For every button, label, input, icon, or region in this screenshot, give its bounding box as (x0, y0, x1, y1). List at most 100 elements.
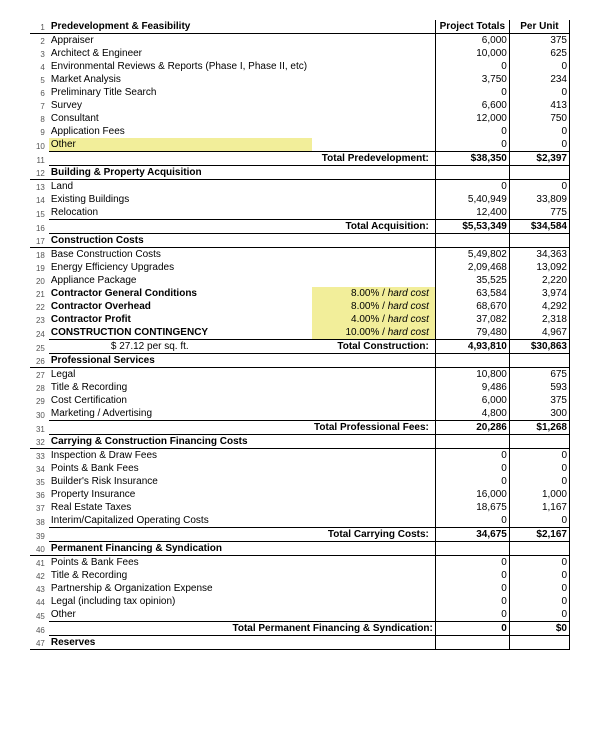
row-label: Consultant (51, 113, 99, 124)
project-total: 0 (501, 623, 507, 634)
row-label: Preliminary Title Search (51, 87, 157, 98)
table-row: 21Contractor General Conditions8.00% / h… (30, 287, 570, 300)
table-row: 1Predevelopment & FeasibilityProject Tot… (30, 20, 570, 34)
project-total: 12,000 (476, 113, 507, 124)
project-total: $38,350 (471, 153, 507, 164)
per-unit: $2,397 (536, 153, 567, 164)
row-number: 21 (36, 290, 45, 299)
table-row: 42Title & Recording00 (30, 569, 570, 582)
row-note: 10.00% / hard cost (345, 327, 428, 338)
per-unit: 593 (550, 382, 567, 393)
row-number: 14 (36, 196, 45, 205)
table-row: 7Survey6,600413 (30, 99, 570, 112)
row-number: 41 (36, 559, 45, 568)
project-total: 20,286 (476, 422, 507, 433)
per-unit: 4,967 (542, 327, 567, 338)
per-unit: 0 (561, 557, 567, 568)
per-unit: 750 (550, 113, 567, 124)
row-label: Professional Services (51, 355, 155, 366)
row-number: 15 (36, 210, 45, 219)
table-row: 45Other00 (30, 608, 570, 622)
row-note: Total Carrying Costs: (328, 529, 429, 540)
per-unit: 34,363 (536, 249, 567, 260)
table-row: 25$ 27.12 per sq. ft.Total Construction:… (30, 340, 570, 354)
row-sublabel: $ 27.12 per sq. ft. (51, 341, 189, 352)
row-number: 46 (36, 626, 45, 635)
table-row: 22Contractor Overhead8.00% / hard cost68… (30, 300, 570, 313)
table-row: 16Total Acquisition:$5,53,349$34,584 (30, 220, 570, 234)
per-unit: 0 (561, 583, 567, 594)
row-label: Appraiser (51, 35, 94, 46)
row-label: Contractor General Conditions (51, 288, 197, 299)
per-unit: 675 (550, 369, 567, 380)
row-note: Total Permanent Financing & Syndication: (232, 623, 432, 634)
row-number: 37 (36, 504, 45, 513)
table-row: 4Environmental Reviews & Reports (Phase … (30, 60, 570, 73)
row-label: Permanent Financing & Syndication (51, 543, 222, 554)
row-number: 44 (36, 598, 45, 607)
project-total: 0 (501, 139, 507, 150)
row-label: Building & Property Acquisition (51, 167, 202, 178)
row-number: 24 (36, 330, 45, 339)
per-unit: 775 (550, 207, 567, 218)
table-row: 3Architect & Engineer10,000625 (30, 47, 570, 60)
row-label: Property Insurance (51, 489, 136, 500)
project-total: 0 (501, 570, 507, 581)
table-row: 46 Total Permanent Financing & Syndicatio… (30, 622, 570, 636)
row-label: CONSTRUCTION CONTINGENCY (51, 327, 208, 338)
table-row: 32Carrying & Construction Financing Cost… (30, 435, 570, 449)
row-number: 9 (40, 128, 44, 137)
row-note: Total Construction: (337, 341, 428, 352)
row-number: 17 (36, 237, 45, 246)
project-total: 6,600 (482, 100, 507, 111)
row-label: Base Construction Costs (51, 249, 161, 260)
row-note: 8.00% / hard cost (351, 301, 429, 312)
per-unit: 0 (561, 61, 567, 72)
row-note: Total Predevelopment: (322, 153, 429, 164)
project-total: 0 (501, 596, 507, 607)
per-unit: 13,092 (536, 262, 567, 273)
per-unit: 1,000 (542, 489, 567, 500)
project-total: 12,400 (476, 207, 507, 218)
row-label: Environmental Reviews & Reports (Phase I… (51, 61, 307, 72)
project-total: 0 (501, 476, 507, 487)
per-unit: 1,167 (542, 502, 567, 513)
table-row: 18Base Construction Costs5,49,80234,363 (30, 248, 570, 262)
table-row: 9Application Fees00 (30, 125, 570, 138)
table-row: 27Legal10,800675 (30, 368, 570, 382)
per-unit: 0 (561, 450, 567, 461)
project-total: 0 (501, 583, 507, 594)
table-row: 35Builder's Risk Insurance00 (30, 475, 570, 488)
row-number: 34 (36, 465, 45, 474)
per-unit: 2,220 (542, 275, 567, 286)
project-total: 10,000 (476, 48, 507, 59)
per-unit: 0 (561, 570, 567, 581)
per-unit: 375 (550, 395, 567, 406)
row-label: Real Estate Taxes (51, 502, 131, 513)
per-unit: 625 (550, 48, 567, 59)
table-row: 23Contractor Profit4.00% / hard cost37,0… (30, 313, 570, 326)
project-total: 34,675 (476, 529, 507, 540)
per-unit: 234 (550, 74, 567, 85)
row-number: 8 (40, 115, 44, 124)
row-number: 7 (40, 102, 44, 111)
row-number: 29 (36, 397, 45, 406)
row-label: Contractor Profit (51, 314, 131, 325)
row-label: Cost Certification (51, 395, 127, 406)
row-number: 19 (36, 264, 45, 273)
row-label: Points & Bank Fees (51, 557, 139, 568)
row-number: 22 (36, 303, 45, 312)
per-unit: 4,292 (542, 301, 567, 312)
row-label: Land (51, 181, 73, 192)
project-total: 79,480 (476, 327, 507, 338)
row-label: Energy Efficiency Upgrades (51, 262, 174, 273)
row-note: Total Professional Fees: (314, 422, 429, 433)
table-row: 29Cost Certification6,000375 (30, 394, 570, 407)
table-row: 44Legal (including tax opinion)00 (30, 595, 570, 608)
row-label: Title & Recording (51, 570, 127, 581)
row-label: Survey (51, 100, 82, 111)
row-number: 6 (40, 89, 44, 98)
table-row: 12Building & Property Acquisition (30, 166, 570, 180)
row-label: Other (51, 609, 76, 620)
per-unit: 0 (561, 609, 567, 620)
